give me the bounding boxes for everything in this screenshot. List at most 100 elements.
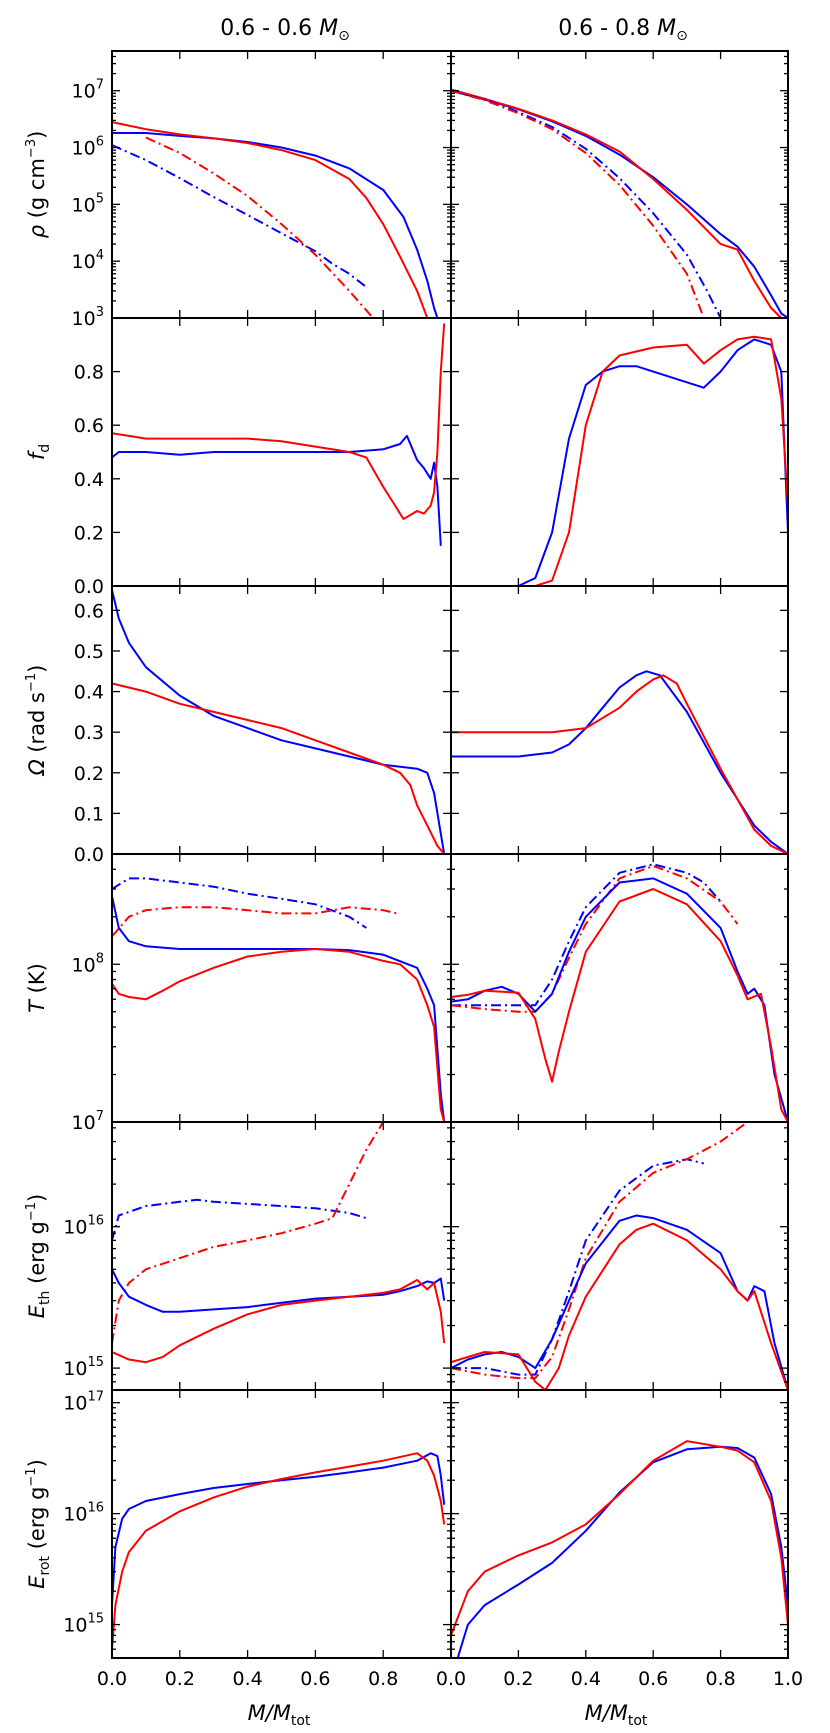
y-tick-label: 107 — [72, 1109, 104, 1134]
y-tick-label: 0.4 — [74, 469, 104, 491]
panel-frame — [450, 317, 789, 587]
panel-3-0 — [111, 853, 452, 1123]
y-tick-labels-row-2: 0.0 0.1 0.2 0.3 0.4 0.5 0.6 — [74, 600, 104, 866]
y-axis-label-row-2: Ω (rad s−1) — [24, 665, 49, 777]
y-axis-label-row-1: fd — [25, 444, 53, 460]
y-axis-label-row-4: Eth (erg g−1) — [24, 1194, 53, 1318]
y-tick-label: 1016 — [63, 1501, 104, 1526]
panel-frame — [111, 585, 452, 855]
series-blue-dash-dot-line — [451, 89, 722, 318]
x-tick-label-right: 1.0 — [773, 1668, 803, 1690]
series-group — [451, 88, 788, 318]
series-blue-solid-line — [112, 589, 446, 854]
series-group — [451, 863, 788, 1122]
y-tick-label: 0.4 — [74, 682, 104, 704]
series-red-dash-dot-line — [112, 1122, 385, 1344]
panel-2-1 — [450, 585, 789, 855]
y-tick-label: 1017 — [63, 1390, 104, 1415]
series-group — [112, 323, 446, 546]
series-blue-solid-line — [451, 670, 788, 854]
x-tick-label-left: 0.6 — [300, 1668, 330, 1690]
series-red-dash-dot-line — [451, 89, 705, 318]
series-red-dash-dot-line — [451, 864, 739, 1013]
panel-3-1 — [450, 853, 789, 1123]
panel-frame — [111, 1121, 452, 1391]
series-blue-solid-line — [451, 877, 788, 1122]
panel-5-0 — [111, 1389, 452, 1659]
x-axis-label-right: M/Mtot — [585, 1701, 648, 1729]
y-tick-label: 105 — [72, 191, 104, 216]
panel-0-0 — [111, 50, 452, 319]
series-blue-solid-line — [451, 89, 788, 318]
series-blue-dash-dot-line — [112, 144, 367, 288]
y-tick-labels-row-0: 103 104 105 106 107 — [72, 78, 104, 330]
row-1: 0.0 0.2 0.4 0.6 0.8 fd — [25, 317, 789, 598]
series-blue-solid-line — [112, 434, 442, 546]
y-axis-label-row-3: T (K) — [25, 963, 49, 1013]
x-tick-label-right: 0.4 — [571, 1668, 601, 1690]
panel-2-0 — [111, 585, 452, 855]
y-tick-labels-row-3: 107 108 — [72, 951, 104, 1134]
series-group — [517, 335, 788, 586]
panel-1-1 — [450, 317, 789, 587]
y-tick-label: 1016 — [63, 1214, 104, 1239]
y-tick-label: 0.1 — [74, 803, 104, 825]
series-red-solid-line — [534, 335, 788, 586]
series-red-solid-line — [451, 888, 788, 1122]
series-red-solid-line — [451, 1222, 788, 1390]
series-group — [112, 121, 439, 318]
series-blue-solid-line — [456, 1445, 788, 1658]
series-red-solid-line — [112, 1279, 446, 1364]
series-group — [112, 589, 446, 854]
series-blue-solid-line — [451, 1214, 788, 1390]
y-tick-label: 0.0 — [74, 844, 104, 866]
y-tick-label: 0.5 — [74, 641, 104, 663]
x-tick-label-right: 0.8 — [705, 1668, 735, 1690]
y-tick-labels-row-5: 1015 1016 1017 — [63, 1390, 104, 1637]
x-tick-label-left: 0.0 — [97, 1668, 127, 1690]
series-red-dash-dot-line — [451, 1122, 749, 1380]
series-blue-dash-dot-line — [451, 1158, 705, 1376]
panel-4-0 — [111, 1121, 452, 1391]
column-title-right: 0.6 - 0.8 M⊙ — [558, 16, 688, 44]
row-3: 107 108 T (K) — [25, 853, 789, 1134]
series-blue-solid-line — [112, 1268, 446, 1313]
y-tick-labels-row-4: 1015 1016 — [63, 1214, 104, 1380]
series-group — [112, 1452, 446, 1650]
series-group — [451, 670, 788, 854]
panel-frame — [450, 1121, 789, 1391]
x-tick-label-right: 0.0 — [436, 1668, 466, 1690]
series-red-solid-line — [451, 674, 788, 854]
series-blue-dash-dot-line — [112, 877, 367, 929]
y-tick-labels-row-1: 0.0 0.2 0.4 0.6 0.8 — [74, 362, 104, 598]
row-4: 1015 1016 Eth (erg g−1) — [24, 1121, 789, 1391]
panel-0-1 — [450, 50, 789, 319]
x-tick-label-left: 0.2 — [165, 1668, 195, 1690]
y-tick-label: 0.2 — [74, 763, 104, 785]
series-blue-solid-line — [112, 895, 446, 1122]
series-blue-solid-line — [112, 132, 439, 318]
panel-4-1 — [450, 1121, 789, 1391]
y-tick-label: 0.6 — [74, 600, 104, 622]
y-tick-label: 1015 — [63, 1612, 104, 1637]
series-blue-solid-line — [517, 338, 788, 586]
y-tick-label: 106 — [72, 135, 104, 160]
y-tick-label: 0.6 — [74, 415, 104, 437]
x-tick-label-left: 0.4 — [232, 1668, 262, 1690]
series-red-solid-line — [112, 948, 446, 1122]
series-red-dash-dot-line — [145, 136, 374, 318]
row-0: 103 104 105 106 107 ρ (g cm−3) — [24, 50, 789, 330]
series-red-solid-line — [112, 323, 446, 520]
panel-1-0 — [111, 317, 452, 587]
panel-grid: 103 104 105 106 107 ρ (g cm−3) 0.0 0.2 0.4 0.6 0.8… — [24, 50, 803, 1690]
y-axis-label-row-5: Erot (erg g−1) — [24, 1459, 53, 1589]
panel-5-1 — [450, 1389, 789, 1659]
x-tick-labels: 0.0 0.2 0.4 0.6 0.8 0.0 0.2 0.4 0.6 0.8 1.0 — [97, 1668, 803, 1690]
y-axis-label-row-0: ρ (g cm−3) — [24, 131, 49, 239]
y-tick-label: 108 — [72, 951, 104, 976]
column-title-left: 0.6 - 0.6 M⊙ — [220, 16, 350, 44]
panel-frame — [450, 853, 789, 1123]
series-group — [451, 1440, 788, 1658]
series-red-dash-dot-line — [112, 906, 398, 938]
panel-frame — [111, 50, 452, 319]
